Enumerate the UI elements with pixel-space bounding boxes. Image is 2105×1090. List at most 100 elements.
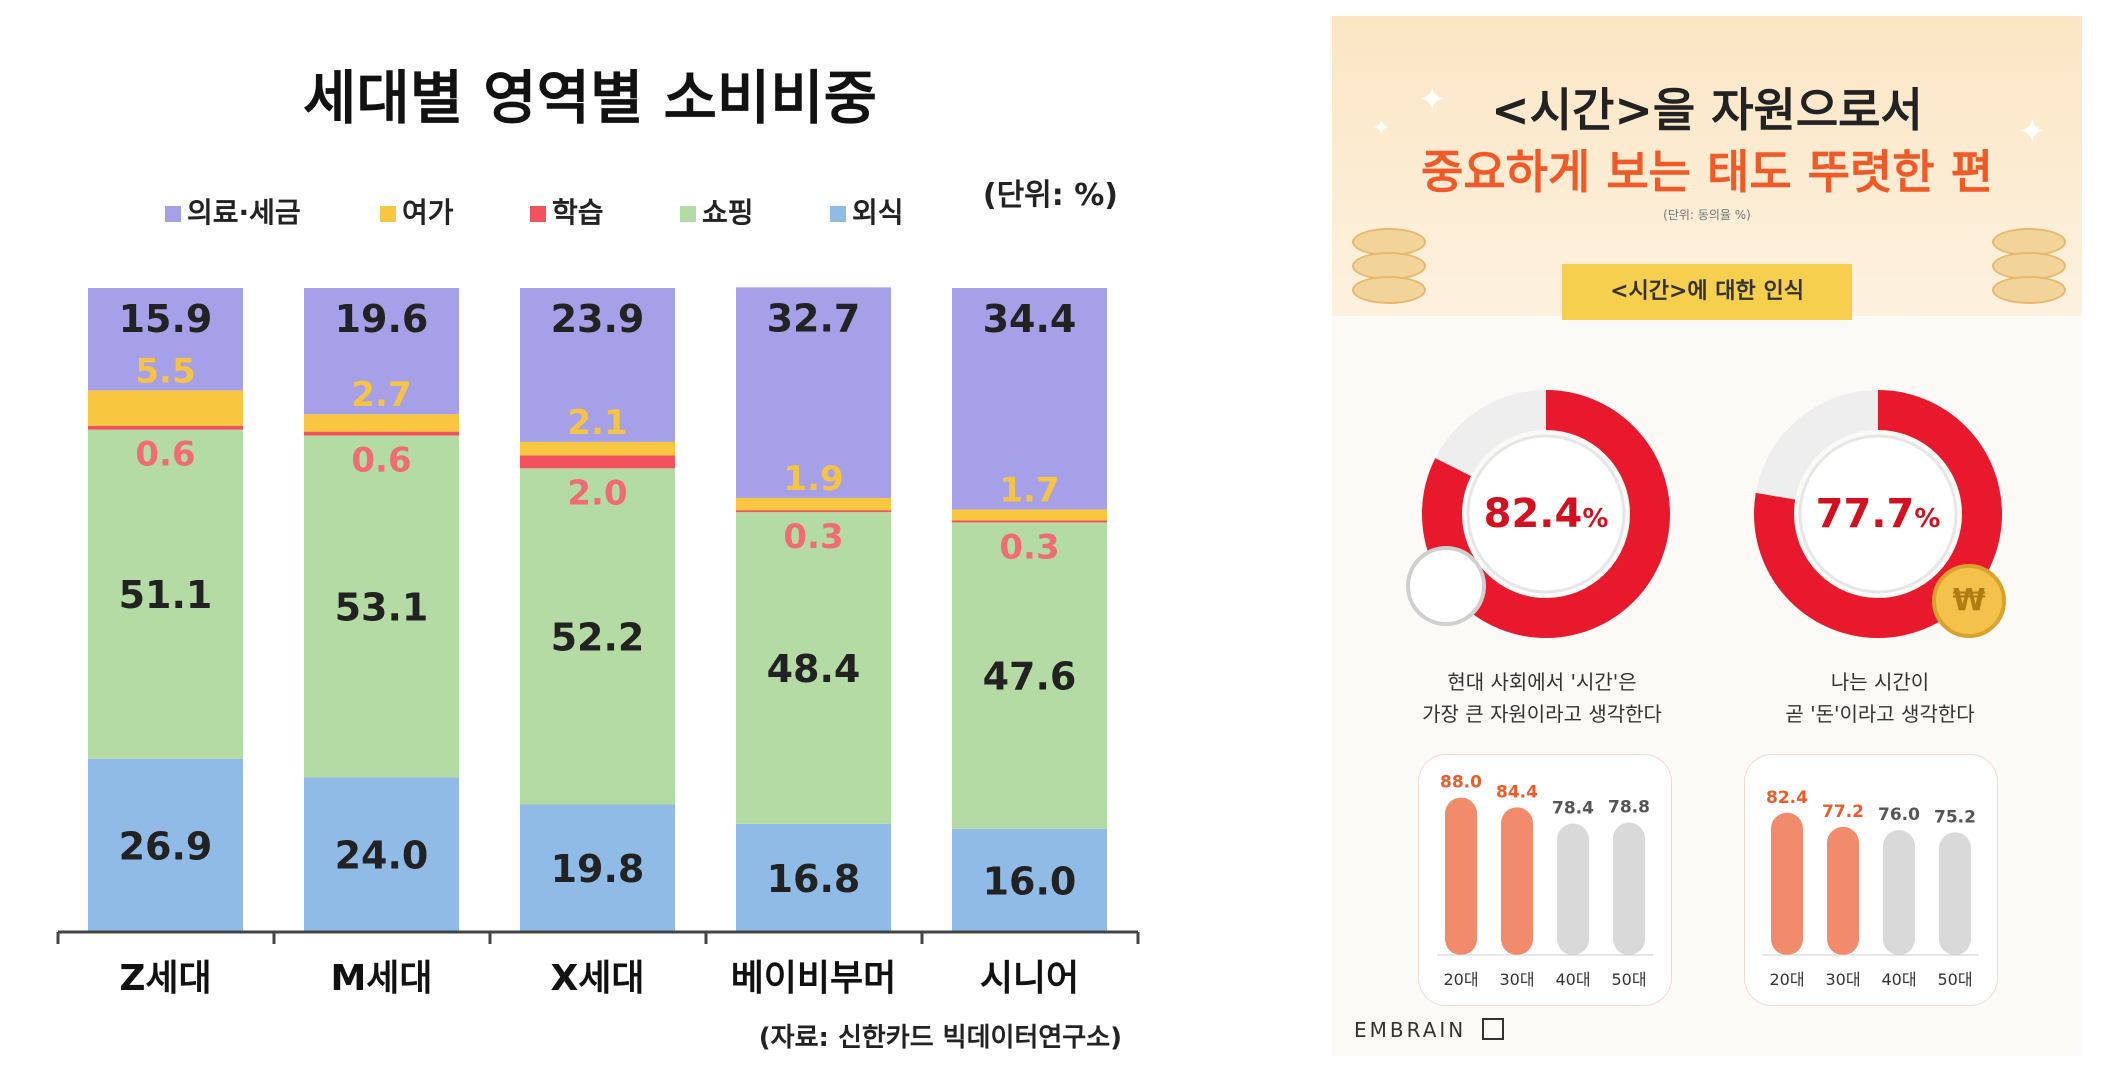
bar-segment-외식: [952, 828, 1107, 932]
legend-label: 의료·세금: [187, 196, 301, 229]
bar-segment-학습: [952, 520, 1107, 523]
brand-name: EMBRAIN: [1354, 1018, 1467, 1042]
age-bar-category: 50대: [1937, 970, 1972, 989]
infographic-unit: (단위: 동의율 %): [1663, 208, 1751, 222]
data-label: 47.6: [983, 655, 1077, 699]
age-bar: [1557, 823, 1589, 955]
bar-segment-외식: [88, 758, 243, 932]
age-bar-value: 84.4: [1496, 782, 1538, 802]
legend-swatch: [530, 206, 546, 222]
legend-label: 쇼핑: [702, 196, 754, 229]
gauge-caption-line1: 현대 사회에서 '시간'은: [1447, 670, 1637, 694]
stacked-bar-chart: 세대별 영역별 소비비중 (단위: %) 의료·세금 여가 학습 쇼핑 외식 26.9 5…: [56, 64, 1140, 1053]
gauge-arc: [1754, 390, 2002, 638]
bar-segment-여가: [88, 390, 243, 426]
age-bar-value: 78.8: [1608, 798, 1650, 818]
age-bar-chart-1: 88.0 20대 84.4 30대 78.4 40대 78.8 50대: [1437, 773, 1653, 989]
age-bar-value: 82.4: [1766, 788, 1808, 808]
x-tick-label: X세대: [551, 958, 645, 999]
gauge-time-resource: 82.4%: [1422, 390, 1670, 638]
age-bar-card: 88.0 20대 84.4 30대 78.4 40대 78.8 50대: [1418, 754, 1672, 1006]
clock-icon: [1406, 546, 1486, 626]
bar-segment-여가: [304, 414, 459, 432]
age-bar-value: 77.2: [1822, 802, 1864, 822]
age-bar-category: 50대: [1611, 970, 1646, 989]
data-label: 0.3: [783, 517, 843, 557]
data-labels: 26.9 51.1 0.6 5.5 15.9 24.0 53.1 0.6 2.7 19.6 19.8…: [119, 296, 1077, 903]
legend-swatch: [380, 206, 396, 222]
bars: [88, 287, 1107, 932]
clock-face: [1466, 434, 1626, 594]
age-bar-chart-2: 82.4 20대 77.2 30대 76.0 40대 75.2 50대: [1763, 788, 1979, 989]
data-label: 51.1: [119, 573, 213, 617]
bar-segment-여가: [736, 497, 891, 511]
chart-title: 세대별 영역별 소비비중: [303, 64, 877, 132]
gauge-value-number: 82.4: [1484, 491, 1583, 537]
legend-swatch: [830, 206, 846, 222]
gauge-arc: [1422, 390, 1670, 638]
age-bar-category: 40대: [1555, 970, 1590, 989]
bar-segment-학습: [88, 425, 243, 430]
data-label: 5.5: [135, 351, 195, 391]
age-bar: [1771, 812, 1803, 955]
x-tick-label: Z세대: [119, 958, 211, 999]
bar-segment-여가: [952, 509, 1107, 521]
data-label: 23.9: [551, 297, 645, 341]
age-bar-value: 76.0: [1878, 805, 1920, 825]
bar-segment-외식: [520, 804, 675, 932]
data-label: 1.9: [783, 459, 843, 499]
infographic-title-line1: <시간>을 자원으로서: [1491, 83, 1923, 137]
data-label: 34.4: [983, 297, 1077, 341]
gauge-caption: 현대 사회에서 '시간'은 가장 큰 자원이라고 생각한다: [1412, 666, 1672, 730]
bar-segment-의료·세금: [952, 288, 1107, 510]
x-axis: Z세대 M세대 X세대 베이비부머 시니어: [56, 930, 1140, 999]
bar-segment-쇼핑: [736, 512, 891, 824]
age-bar-category: 20대: [1443, 970, 1478, 989]
age-bar: [1939, 832, 1971, 955]
bar-segment-학습: [304, 431, 459, 436]
data-label: 0.6: [135, 435, 195, 475]
data-label: 48.4: [767, 647, 861, 691]
data-label: 32.7: [767, 296, 861, 340]
legend-label: 여가: [402, 196, 454, 229]
won-coin-icon: ₩: [1932, 564, 2006, 638]
data-label: 2.0: [567, 473, 627, 513]
source-note: (자료: 신한카드 빅데이터연구소): [759, 1023, 1122, 1053]
age-bar-card: 82.4 20대 77.2 30대 76.0 40대 75.2 50대: [1744, 754, 1998, 1006]
x-tick-label: M세대: [330, 958, 432, 999]
age-bar-category: 40대: [1881, 970, 1916, 989]
gauge-time-money: 77.7%: [1754, 390, 2002, 638]
data-label: 52.2: [551, 615, 645, 659]
unit-label: (단위: %): [983, 178, 1118, 213]
legend-label: 외식: [852, 196, 904, 229]
age-bar-category: 30대: [1499, 970, 1534, 989]
x-tick-label: 시니어: [980, 958, 1079, 999]
bar-segment-의료·세금: [520, 288, 675, 442]
data-label: 16.8: [767, 857, 861, 901]
gauge-value-number: 77.7: [1816, 491, 1915, 537]
age-bar-category: 20대: [1769, 970, 1804, 989]
infographic-title-line2: 중요하게 보는 태도 뚜렷한 편: [1421, 145, 1993, 199]
data-label: 19.8: [551, 847, 645, 891]
brand-mark-icon: [1481, 1018, 1504, 1040]
coin-stack-icon: [1992, 276, 2066, 304]
gauge-caption-line2: 곧 '돈'이라고 생각한다: [1785, 702, 1975, 726]
data-label: 19.6: [335, 297, 429, 341]
bar-segment-쇼핑: [952, 522, 1107, 829]
data-label: 24.0: [335, 834, 429, 878]
gauge-caption-line2: 가장 큰 자원이라고 생각한다: [1422, 702, 1662, 726]
data-label: 0.6: [351, 440, 411, 480]
age-bar: [1613, 822, 1645, 955]
sparkle-icon: ✦: [1372, 116, 1391, 141]
data-label: 0.3: [999, 527, 1059, 567]
gauge-center: [1798, 434, 1958, 594]
sparkle-icon: ✦: [1418, 80, 1447, 120]
x-tick-label: 베이비부머: [731, 958, 897, 999]
infographic-panel: ✦ ✦ ✦ <시간>을 자원으로서 중요하게 보는 태도 뚜렷한 편 (단위: …: [1332, 16, 2082, 1056]
bar-segment-여가: [520, 441, 675, 456]
bar-segment-쇼핑: [304, 435, 459, 778]
bar-segment-학습: [736, 510, 891, 513]
gauge-value: 77.7%: [1816, 491, 1941, 537]
age-bar: [1827, 826, 1859, 955]
sparkle-icon: ✦: [2018, 112, 2047, 152]
